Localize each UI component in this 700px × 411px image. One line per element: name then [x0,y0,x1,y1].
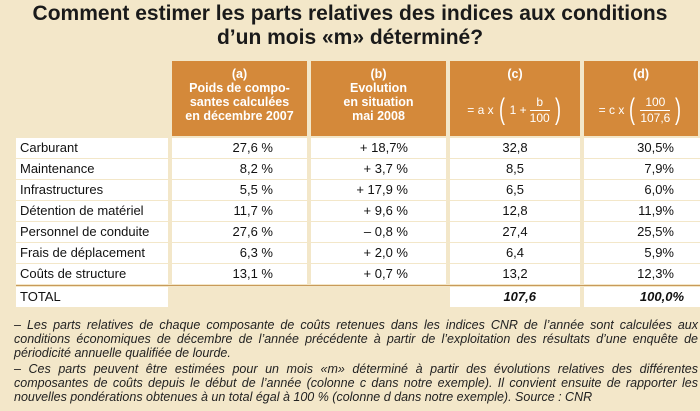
header-col-d: (d) = c x ( 100 107,6 ) [584,61,698,136]
header-col-b: (b) Evolution en situation mai 2008 [311,61,446,136]
table-row: Personnel de conduite 27,6 % – 0,8 % 27,… [16,222,700,243]
formula-c-denominator: 100 [529,110,550,125]
open-paren-icon: ( [629,93,636,126]
cell-b: + 0,7 % [311,264,446,284]
row-label: Maintenance [16,159,168,179]
footnotes: – Les parts relatives de chaque composan… [14,318,698,406]
row-label: Coûts de structure [16,264,168,284]
formula-d-fraction: 100 107,6 [640,94,671,125]
cell-c: 13,2 [450,264,580,284]
total-divider [16,285,700,286]
cell-d: 11,9% [584,201,700,221]
cell-c: 32,8 [450,138,580,158]
header-d-formula: = c x ( 100 107,6 ) [584,95,698,125]
cell-c: 6,4 [450,243,580,263]
cell-c: 8,5 [450,159,580,179]
header-b-letter: (b) [370,67,387,81]
header-a-line1: Poids de compo- [189,81,290,95]
cell-b: + 17,9 % [311,180,446,200]
cell-b: + 18,7% [311,138,446,158]
header-b-line1: Evolution [350,81,407,95]
row-label: Frais de déplacement [16,243,168,263]
cell-d: 7,9% [584,159,700,179]
formula-c-one: 1 + [509,103,527,117]
header-a-letter: (a) [231,67,248,81]
header-b-line3: mai 2008 [352,109,405,123]
table-row: Maintenance 8,2 % + 3,7 % 8,5 7,9% [16,159,700,180]
close-paren-icon: ) [675,93,682,126]
formula-c-prefix: = a x [467,103,494,117]
cell-a: 13,1 % [172,264,307,284]
cell-a: 5,5 % [172,180,307,200]
title-line-2: d’un mois «m» déterminé? [216,26,484,49]
title-line-1: Comment estimer les parts relatives des … [32,2,668,25]
total-d: 100,0% [584,287,700,307]
formula-c-numerator: b [536,94,544,109]
cell-d: 5,9% [584,243,700,263]
close-paren-icon: ) [554,93,561,126]
page-title: Comment estimer les parts relatives des … [0,2,700,50]
cell-b: + 2,0 % [311,243,446,263]
cell-d: 25,5% [584,222,700,242]
total-c: 107,6 [450,287,580,307]
cell-b: + 9,6 % [311,201,446,221]
row-label: Détention de matériel [16,201,168,221]
row-label: Carburant [16,138,168,158]
total-label: TOTAL [16,287,168,307]
open-paren-icon: ( [498,93,505,126]
header-a-line2: santes calculées [189,95,290,109]
total-row: TOTAL 107,6 100,0% [16,287,700,308]
row-label: Personnel de conduite [16,222,168,242]
header-d-letter: (d) [633,67,649,81]
table-row: Frais de déplacement 6,3 % + 2,0 % 6,4 5… [16,243,700,264]
header-col-a: (a) Poids de compo- santes calculées en … [172,61,307,136]
row-label: Infrastructures [16,180,168,200]
header-b-line2: en situation [343,95,414,109]
cell-c: 27,4 [450,222,580,242]
formula-d-prefix: = c x [598,103,625,117]
header-c-formula: = a x ( 1 + b 100 ) [450,95,580,125]
table-row: Détention de matériel 11,7 % + 9,6 % 12,… [16,201,700,222]
cell-a: 11,7 % [172,201,307,221]
footnote-2: – Ces parts peuvent être estimées pour u… [14,362,698,404]
formula-d-denominator: 107,6 [640,110,671,125]
cell-c: 6,5 [450,180,580,200]
cell-a: 27,6 % [172,222,307,242]
table-row: Infrastructures 5,5 % + 17,9 % 6,5 6,0% [16,180,700,201]
formula-c-fraction: b 100 [529,94,550,125]
cell-d: 30,5% [584,138,700,158]
table-row: Carburant 27,6 % + 18,7% 32,8 30,5% [16,138,700,159]
formula-d-numerator: 100 [645,94,666,109]
header-c-letter: (c) [507,67,523,81]
cell-b: – 0,8 % [311,222,446,242]
table-row: Coûts de structure 13,1 % + 0,7 % 13,2 1… [16,264,700,285]
cell-b: + 3,7 % [311,159,446,179]
cell-d: 6,0% [584,180,700,200]
cell-d: 12,3% [584,264,700,284]
header-col-c: (c) = a x ( 1 + b 100 ) [450,61,580,136]
cell-a: 8,2 % [172,159,307,179]
header-a-line3: en décembre 2007 [185,109,294,123]
cell-c: 12,8 [450,201,580,221]
footnote-1: – Les parts relatives de chaque composan… [14,318,698,360]
cell-a: 6,3 % [172,243,307,263]
cell-a: 27,6 % [172,138,307,158]
